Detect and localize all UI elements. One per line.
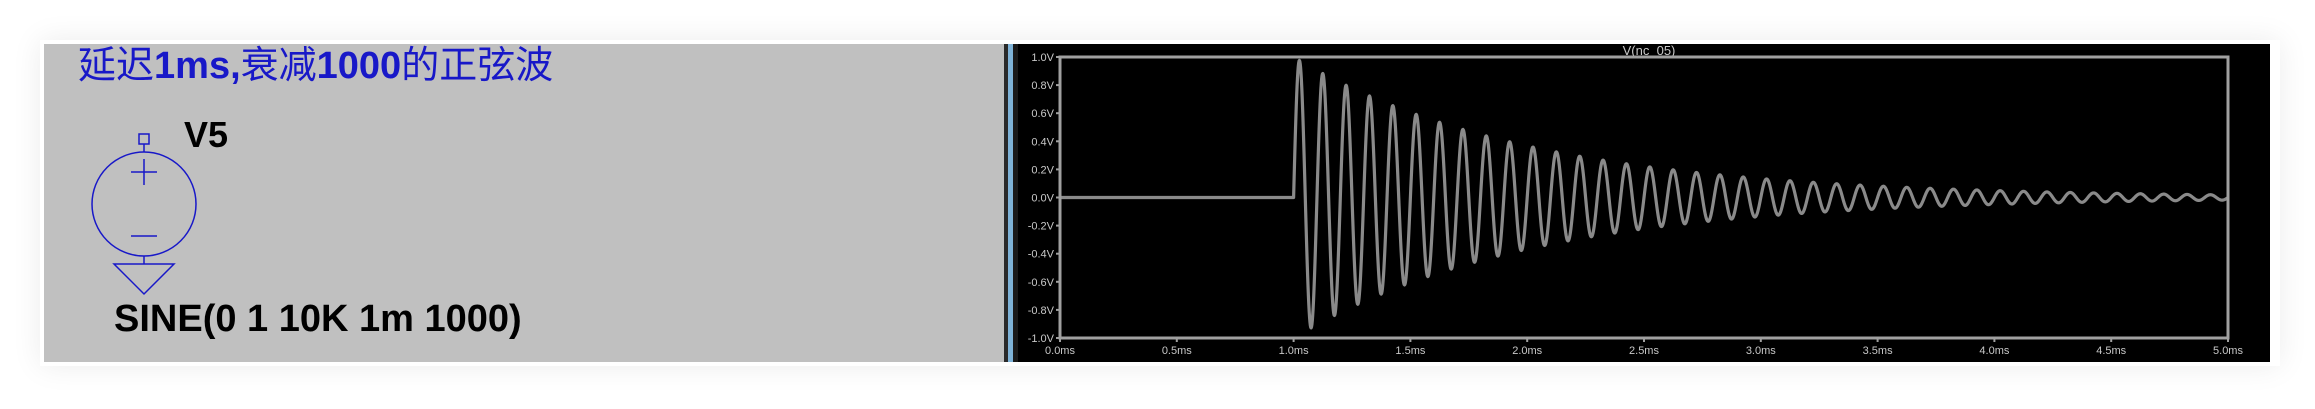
- x-tick-label: 5.0ms: [2213, 345, 2243, 357]
- y-tick-label: -0.4V: [1028, 249, 1055, 261]
- voltage-source-symbol[interactable]: [84, 124, 204, 304]
- y-tick-label: -0.6V: [1028, 277, 1055, 289]
- y-tick-label: -0.8V: [1028, 305, 1055, 317]
- heading-suffix: 的正弦波: [401, 44, 554, 87]
- x-tick-label: 4.5ms: [2096, 345, 2126, 357]
- y-axis: 1.0V 0.8V 0.6V 0.4V 0.2V 0.0V -0.2V -0.4V -0.6V -…: [1028, 52, 1060, 345]
- heading-mid: 衰减: [240, 44, 317, 87]
- y-tick-label: 0.4V: [1031, 136, 1054, 148]
- ground-icon: [112, 263, 176, 296]
- y-tick-label: 0.6V: [1031, 108, 1054, 120]
- plot-frame: [1058, 55, 2230, 340]
- trace-title[interactable]: V(nc_05): [1623, 44, 1676, 58]
- x-tick-label: 0.0ms: [1045, 345, 1075, 357]
- heading-prefix: 延迟: [78, 44, 155, 87]
- x-tick-label: 2.5ms: [1629, 345, 1659, 357]
- y-tick-label: -0.2V: [1028, 221, 1055, 233]
- source-pin-terminal[interactable]: [138, 133, 150, 145]
- heading-delay: 1ms,: [154, 45, 241, 87]
- trace-line[interactable]: [1058, 58, 2230, 330]
- heading-damping: 1000: [316, 45, 402, 87]
- x-tick-label: 3.0ms: [1746, 345, 1776, 357]
- waveform-viewer[interactable]: V(nc_05) 1.0V 0.8V 0.6V 0.4V 0.2V 0.0V -0.2V -0…: [1018, 44, 2270, 362]
- y-tick-label: 0.0V: [1031, 193, 1054, 205]
- waveform-plot[interactable]: V(nc_05) 1.0V 0.8V 0.6V 0.4V 0.2V 0.0V -0.2V -0…: [1018, 44, 2270, 362]
- y-tick-label: 1.0V: [1031, 52, 1054, 64]
- source-name-label[interactable]: V5: [184, 114, 229, 155]
- source-value-label[interactable]: SINE(0 1 10K 1m 1000): [114, 298, 522, 340]
- x-tick-label: 3.5ms: [1863, 345, 1893, 357]
- x-tick-label: 2.0ms: [1512, 345, 1542, 357]
- x-tick-label: 1.0ms: [1279, 345, 1309, 357]
- schematic-comment[interactable]: 延迟1ms,衰减1000的正弦波: [78, 44, 553, 89]
- pane-splitter[interactable]: [1004, 44, 1018, 362]
- y-tick-label: 0.2V: [1031, 164, 1054, 176]
- y-tick-label: 0.8V: [1031, 80, 1054, 92]
- x-tick-label: 0.5ms: [1162, 345, 1192, 357]
- y-tick-label: -1.0V: [1028, 333, 1055, 345]
- x-tick-label: 4.0ms: [1979, 345, 2009, 357]
- schematic-panel[interactable]: 延迟1ms,衰减1000的正弦波 V5 SINE(0 1 10K 1m 1000…: [44, 44, 1004, 362]
- x-tick-label: 1.5ms: [1395, 345, 1425, 357]
- x-axis: 0.0ms 0.5ms 1.0ms 1.5ms 2.0ms 2.5ms 3.0ms 3.5ms…: [1045, 338, 2243, 357]
